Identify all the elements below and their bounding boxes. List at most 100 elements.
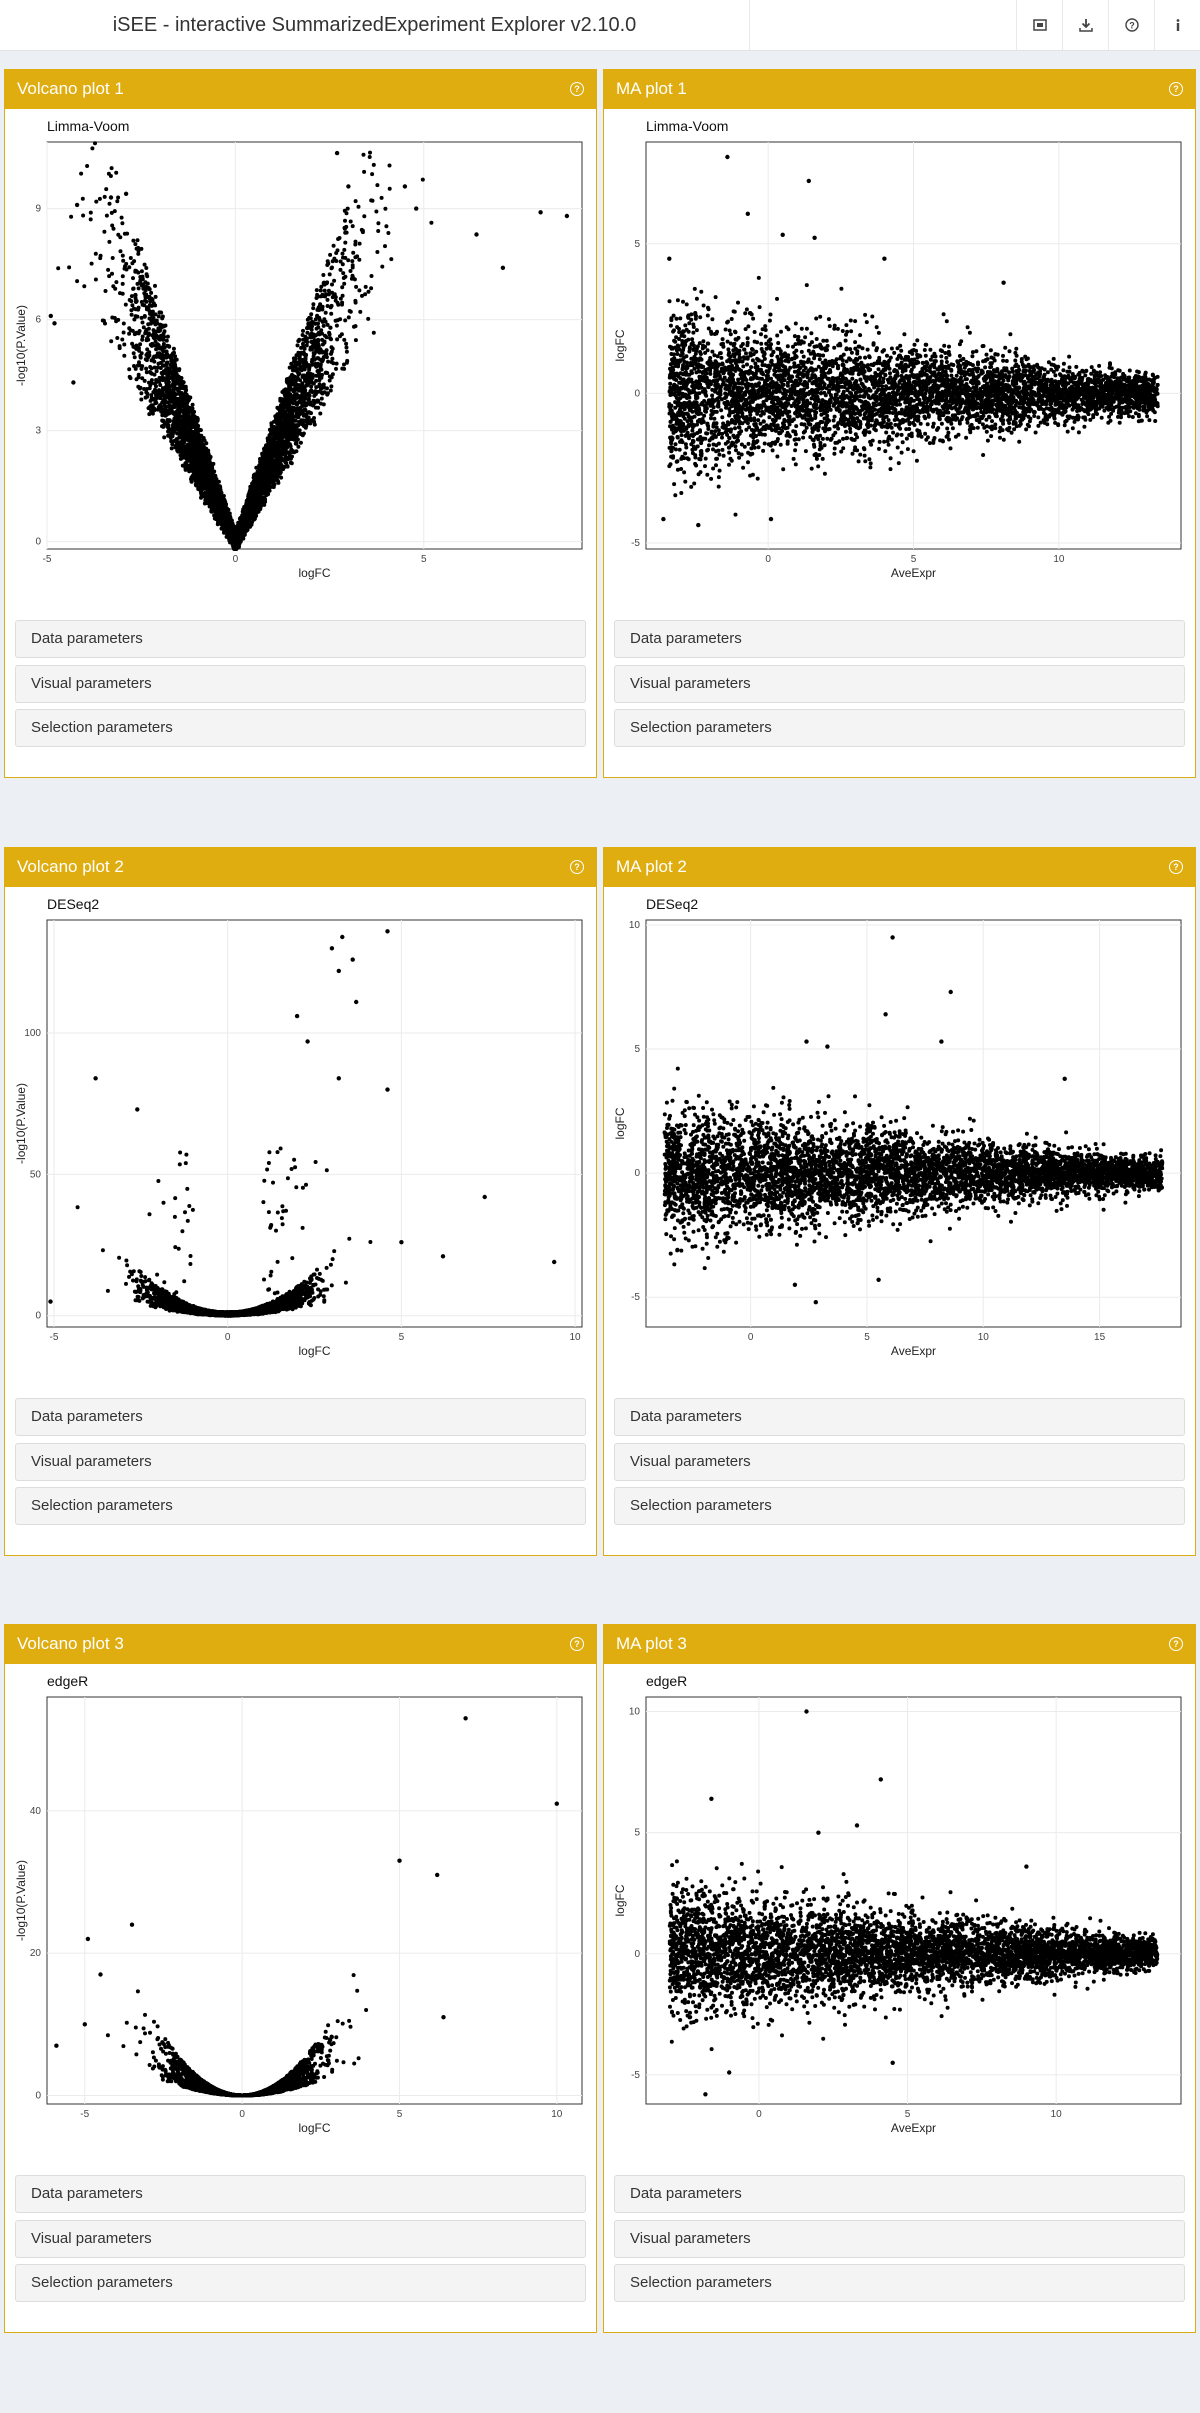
data-point — [265, 451, 270, 456]
data-point — [174, 443, 179, 448]
data-point — [178, 442, 183, 447]
data-point — [308, 347, 313, 352]
screenshot-icon[interactable] — [1016, 0, 1062, 50]
data-point — [375, 183, 380, 188]
y-tick-label: 9 — [35, 204, 41, 215]
data-point — [387, 186, 392, 191]
data-point — [370, 198, 375, 203]
data-point — [166, 389, 171, 394]
y-axis-label: -log10(P.Value) — [14, 305, 28, 386]
data-point — [150, 297, 155, 302]
data-point — [121, 330, 126, 335]
data-point — [111, 226, 116, 231]
data-point — [320, 391, 325, 396]
data-point — [148, 381, 153, 386]
data-point — [148, 370, 153, 375]
data-point — [343, 218, 347, 223]
data-point — [350, 259, 355, 264]
data-point — [120, 253, 125, 258]
app-header: iSEE - interactive SummarizedExperiment … — [0, 0, 1200, 51]
data-point — [136, 375, 141, 380]
data-point — [291, 414, 296, 419]
data-point — [93, 251, 98, 256]
data-point — [338, 259, 343, 264]
data-point — [89, 261, 94, 266]
data-point — [325, 280, 330, 285]
data-point — [131, 238, 136, 243]
data-point — [328, 252, 333, 257]
data-point — [285, 464, 290, 469]
data-point — [284, 425, 289, 430]
data-point — [320, 331, 324, 336]
x-axis-label: logFC — [298, 566, 330, 580]
data-point — [179, 393, 184, 398]
data-point — [115, 336, 120, 340]
data-point — [143, 331, 148, 336]
plot-area[interactable]: Limma-Voom -5 0 5 0 3 6 9 logFC -log10(P.Value) — [5, 109, 598, 619]
data-point — [143, 288, 148, 293]
data-point — [166, 429, 171, 434]
data-point — [317, 308, 322, 312]
data-point — [288, 444, 293, 449]
data-point — [314, 348, 319, 353]
data-point — [354, 284, 359, 289]
data-point — [279, 463, 284, 467]
data-point — [104, 187, 109, 192]
data-point — [304, 414, 309, 419]
data-point — [97, 196, 102, 201]
data-point — [335, 337, 340, 342]
data-point — [153, 283, 157, 288]
data-point — [362, 169, 367, 174]
data-point — [190, 412, 195, 417]
help-icon[interactable]: ? — [570, 82, 584, 96]
data-point — [288, 432, 293, 437]
info-icon[interactable] — [1154, 0, 1200, 50]
data-point — [327, 272, 332, 277]
data-point — [325, 322, 330, 327]
data-point — [137, 360, 141, 365]
data-point — [281, 431, 286, 436]
data-point — [295, 343, 300, 348]
data-point — [149, 290, 154, 295]
data-point — [319, 284, 324, 289]
data-point — [162, 403, 167, 408]
download-icon[interactable] — [1062, 0, 1108, 50]
data-point — [370, 172, 375, 177]
data-point — [174, 411, 179, 416]
data-point — [190, 442, 195, 447]
data-point — [183, 452, 188, 457]
data-point — [389, 257, 394, 262]
data-point — [328, 305, 333, 310]
data-point — [154, 369, 159, 374]
data-point — [144, 272, 149, 277]
data-point — [134, 246, 139, 251]
data-point — [67, 265, 72, 270]
data-point — [300, 381, 305, 386]
x-tick-label: 5 — [421, 554, 427, 565]
data-point — [145, 394, 150, 399]
data-point — [348, 219, 353, 224]
data-point — [139, 269, 144, 274]
data-point — [309, 384, 314, 389]
data-point — [93, 141, 97, 146]
data-point — [109, 339, 114, 344]
data-point — [166, 383, 171, 388]
data-point — [357, 241, 362, 246]
data-point — [182, 411, 187, 416]
data-point — [167, 344, 172, 349]
data-point — [213, 484, 218, 489]
data-point — [353, 239, 358, 244]
data-point — [132, 355, 137, 360]
data-point — [340, 262, 345, 267]
data-point — [311, 302, 316, 307]
data-point — [291, 432, 296, 437]
help-icon[interactable]: ? — [1108, 0, 1154, 50]
data-point — [322, 280, 326, 285]
data-point — [124, 267, 129, 272]
data-point — [303, 418, 308, 423]
data-point — [133, 293, 138, 298]
data-point — [306, 363, 311, 368]
data-point — [350, 224, 355, 229]
data-point — [316, 389, 321, 394]
data-point — [289, 361, 294, 366]
